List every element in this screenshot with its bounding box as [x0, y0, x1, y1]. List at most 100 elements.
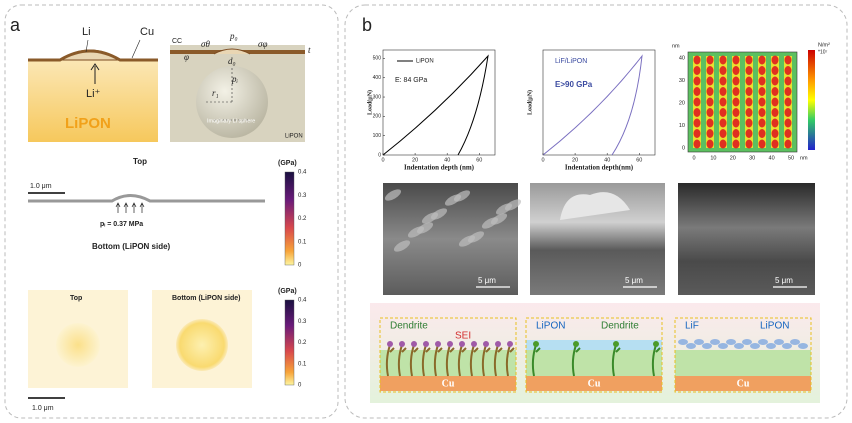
label: nm: [800, 155, 808, 161]
panel-label: b: [362, 15, 372, 35]
spot: [758, 118, 766, 128]
label: Cu: [737, 378, 750, 389]
spot: [706, 87, 714, 96]
tip: [495, 341, 501, 347]
spot: [732, 66, 740, 75]
dendrite: [505, 344, 515, 377]
spot: [693, 129, 701, 138]
spot: [784, 55, 792, 65]
schematic-frame: [674, 317, 812, 393]
lif-grain: [678, 339, 688, 345]
tip: [447, 341, 453, 347]
y-tick-label: 400: [373, 75, 382, 81]
dendrite: [571, 344, 581, 377]
label: pᵢ: [231, 74, 239, 84]
axis-title: Indentation depth (nm): [404, 164, 475, 172]
x-tick-label: 20: [572, 157, 578, 163]
spot: [758, 139, 766, 149]
x-tick-label: 40: [604, 157, 610, 163]
dendrite: [651, 344, 661, 377]
plot-area: [542, 49, 656, 156]
y-tick-label: 300: [373, 94, 382, 100]
panel-frame: [344, 4, 848, 419]
lif-grain: [742, 339, 752, 345]
spot: [771, 87, 779, 96]
spot: [758, 66, 766, 75]
colorbar-tick: 0.2: [298, 340, 307, 346]
colorbar-tick: 0.3: [298, 193, 307, 199]
spot: [732, 97, 740, 107]
spot: [745, 139, 753, 149]
colorbar-tick: 0.4: [298, 298, 307, 304]
cu-base: [675, 376, 811, 391]
label: (GPa): [278, 160, 297, 167]
spot: [771, 97, 779, 107]
spot: [784, 97, 792, 107]
spot: [706, 76, 714, 86]
label: LiPON: [760, 321, 789, 332]
spot: [784, 66, 792, 75]
label: 1.0 μm: [30, 183, 52, 190]
label: CC: [172, 38, 182, 45]
spot: [771, 108, 779, 117]
label: 5 μm: [478, 276, 496, 285]
spot: [719, 66, 727, 75]
x-tick-label: 50: [788, 155, 794, 161]
spot: [745, 129, 753, 138]
x-tick-label: 30: [749, 155, 755, 161]
cap: [213, 48, 251, 55]
label: Cu: [588, 378, 601, 389]
spot: [719, 139, 727, 149]
x-tick-label: 60: [636, 157, 642, 163]
label: SEI: [455, 331, 471, 342]
spot: [745, 66, 753, 75]
lif-grain: [710, 339, 720, 345]
dim: [205, 66, 250, 121]
grain: [504, 199, 522, 211]
heatmap: [688, 52, 797, 152]
stress-spot: [56, 323, 100, 367]
spot: [693, 66, 701, 75]
label: Imaginary Li sphere: [207, 118, 255, 124]
spot: [758, 97, 766, 107]
spot: [706, 66, 714, 75]
tip: [399, 341, 405, 347]
tip: [653, 341, 659, 347]
lif-grain: [718, 343, 728, 349]
spot: [784, 76, 792, 86]
label: φ: [184, 52, 189, 62]
x-tick-label: 20: [412, 157, 418, 163]
tip: [411, 341, 417, 347]
spot: [771, 118, 779, 128]
grain: [430, 208, 448, 220]
grain: [490, 213, 508, 225]
x-tick-label: 40: [769, 155, 775, 161]
tip: [507, 341, 513, 347]
y-tick-label: 100: [373, 133, 382, 139]
dendrite: [481, 344, 491, 377]
lif-grain: [790, 339, 800, 345]
spot: [758, 55, 766, 65]
spot: [732, 129, 740, 138]
lif-grain: [694, 339, 704, 345]
panel-frame: [4, 4, 339, 419]
spot: [758, 87, 766, 96]
spot: [732, 55, 740, 65]
axis-title: Load(μN): [366, 90, 373, 115]
x-tick-label: 60: [476, 157, 482, 163]
colorbar-tick: 0.1: [298, 361, 307, 367]
electrolyte: [675, 350, 811, 376]
stress-spot: [176, 319, 228, 371]
label: E>90 GPa: [555, 80, 593, 89]
spot: [706, 97, 714, 107]
label: 5 μm: [625, 276, 643, 285]
colorbar-tick: 0.1: [298, 239, 307, 245]
y-tick-label: 40: [679, 55, 685, 61]
grain: [384, 189, 402, 201]
label: Li: [82, 26, 91, 38]
label: t: [308, 45, 311, 55]
dendrite: [409, 344, 419, 377]
legend-entry: LiPON: [416, 59, 434, 65]
curve: [382, 54, 489, 156]
pressure-arrow: [123, 202, 129, 213]
